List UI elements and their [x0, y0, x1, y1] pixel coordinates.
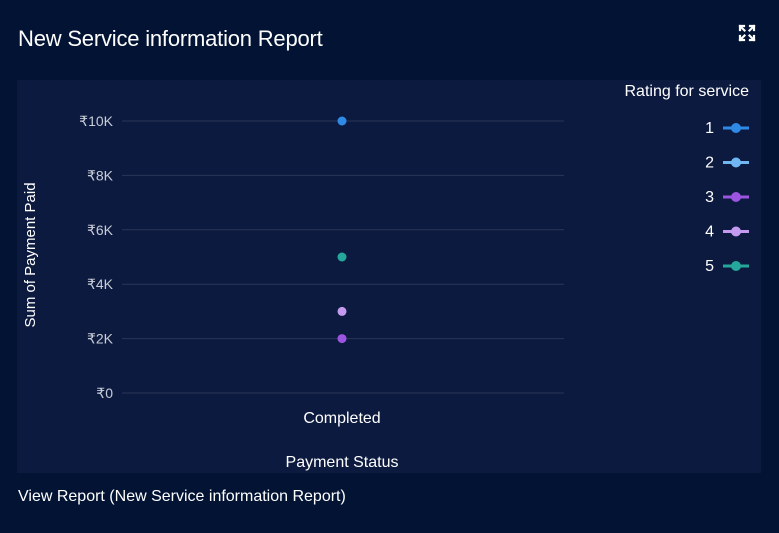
- legend-swatch-marker: [731, 123, 741, 133]
- x-axis-title: Payment Status: [286, 454, 399, 471]
- y-tick-label: ₹2K: [87, 331, 114, 347]
- legend-label-4: 4: [705, 224, 714, 241]
- legend-label-5: 5: [705, 258, 714, 275]
- legend-swatch-marker: [731, 226, 741, 237]
- y-tick-label: ₹10K: [79, 113, 113, 129]
- legend-swatch-marker: [731, 192, 741, 202]
- y-tick-label: ₹4K: [87, 276, 114, 292]
- legend-swatch-marker: [731, 157, 741, 168]
- legend-label-3: 3: [705, 189, 714, 206]
- data-point-rating-4: [337, 306, 347, 316]
- fullscreen-icon[interactable]: [738, 24, 756, 42]
- legend-swatch-marker: [731, 261, 741, 271]
- legend-label-1: 1: [705, 120, 714, 137]
- y-tick-label: ₹0: [96, 385, 113, 401]
- y-tick-label: ₹8K: [87, 167, 114, 183]
- data-point-rating-5: [337, 252, 347, 262]
- legend-title: Rating for service: [625, 83, 750, 100]
- chart-panel: [17, 80, 761, 473]
- card-title: New Service information Report: [18, 26, 323, 51]
- legend-label-2: 2: [705, 155, 714, 172]
- y-axis-title: Sum of Payment Paid: [22, 182, 39, 327]
- data-point-rating-3: [337, 334, 347, 344]
- view-report-link[interactable]: View Report (New Service information Rep…: [18, 488, 346, 505]
- x-tick-label: Completed: [303, 410, 380, 427]
- y-tick-label: ₹6K: [87, 222, 114, 238]
- data-point-rating-1: [337, 116, 347, 126]
